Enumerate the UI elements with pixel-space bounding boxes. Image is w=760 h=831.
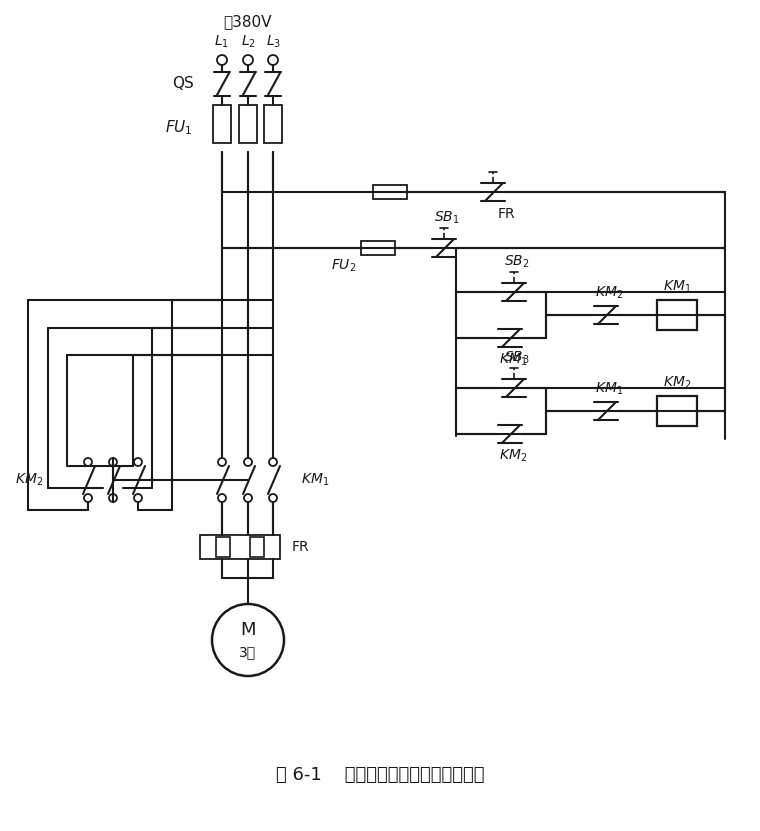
Text: $L_2$: $L_2$: [240, 34, 255, 50]
Text: 图 6-1    交流电动机的正反转控制电路: 图 6-1 交流电动机的正反转控制电路: [276, 766, 484, 784]
Text: QS: QS: [173, 76, 194, 91]
Circle shape: [134, 494, 142, 502]
Circle shape: [268, 55, 278, 65]
Text: $FU_2$: $FU_2$: [331, 258, 356, 274]
Text: $SB_3$: $SB_3$: [504, 350, 530, 366]
Circle shape: [269, 458, 277, 466]
Bar: [213, 105, 231, 143]
Text: ～380V: ～380V: [223, 14, 272, 29]
Text: $L_1$: $L_1$: [214, 34, 229, 50]
Bar: [216, 537, 230, 557]
Bar: [239, 105, 257, 143]
Text: $SB_1$: $SB_1$: [434, 209, 460, 226]
Text: $SB_2$: $SB_2$: [504, 253, 530, 270]
Circle shape: [217, 55, 227, 65]
Text: FR: FR: [292, 540, 309, 554]
Bar: [657, 300, 697, 330]
Text: M: M: [240, 621, 256, 639]
Text: $KM_2$: $KM_2$: [663, 375, 691, 391]
Circle shape: [84, 458, 92, 466]
Circle shape: [218, 458, 226, 466]
Text: $KM_1$: $KM_1$: [499, 352, 527, 368]
Circle shape: [244, 458, 252, 466]
Text: $FU_1$: $FU_1$: [166, 119, 193, 137]
Circle shape: [269, 494, 277, 502]
Text: 3～: 3～: [239, 645, 257, 659]
Bar: [373, 185, 407, 199]
Text: $KM_2$: $KM_2$: [14, 472, 43, 488]
Bar: [361, 241, 395, 255]
Circle shape: [109, 458, 117, 466]
Text: $KM_1$: $KM_1$: [301, 472, 329, 488]
Text: FR: FR: [498, 207, 515, 221]
Circle shape: [134, 458, 142, 466]
Text: $KM_1$: $KM_1$: [663, 278, 691, 295]
Text: $KM_2$: $KM_2$: [595, 285, 623, 301]
Text: $KM_2$: $KM_2$: [499, 448, 527, 465]
Circle shape: [218, 494, 226, 502]
Bar: [657, 396, 697, 426]
Text: $L_3$: $L_3$: [267, 34, 281, 50]
Text: $KM_1$: $KM_1$: [595, 381, 623, 397]
Bar: [200, 535, 280, 559]
Circle shape: [244, 494, 252, 502]
Bar: [250, 537, 264, 557]
Circle shape: [243, 55, 253, 65]
Circle shape: [84, 494, 92, 502]
Circle shape: [109, 494, 117, 502]
Circle shape: [212, 604, 284, 676]
Bar: [264, 105, 282, 143]
